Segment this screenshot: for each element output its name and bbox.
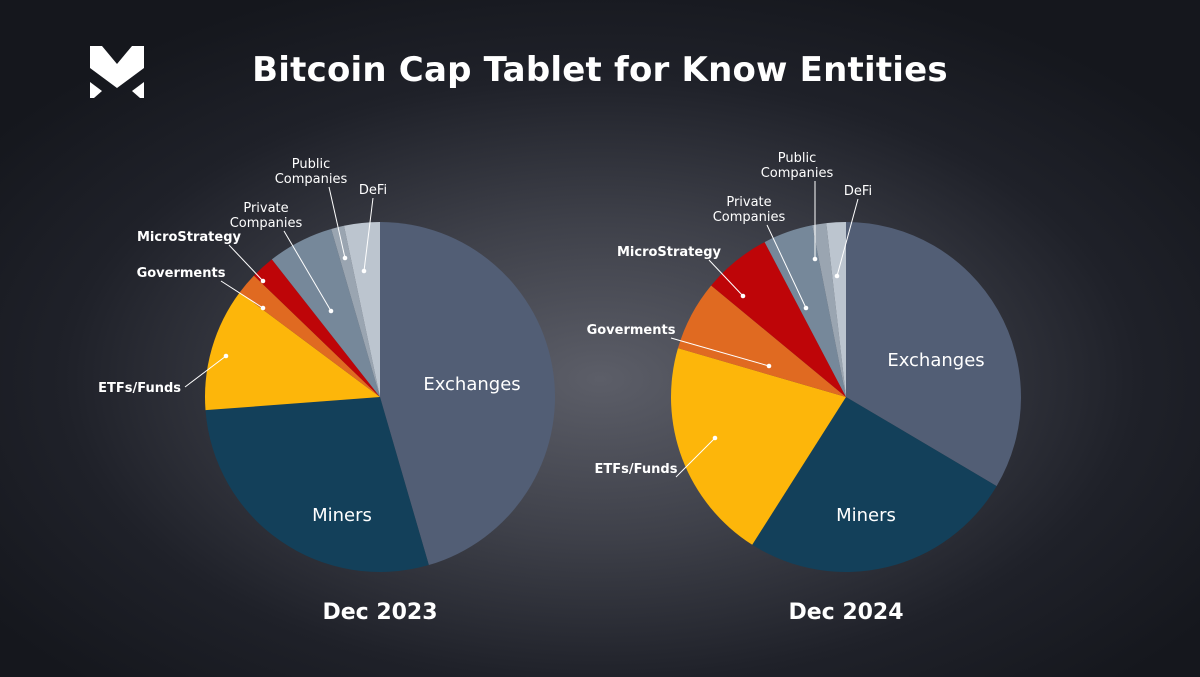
slice-etfs-funds-dec-2023 bbox=[205, 292, 380, 411]
leader-dot-public-companies-dec-2024 bbox=[812, 256, 818, 262]
callout-microstrategy-dec-2023: MicroStrategy bbox=[137, 230, 242, 245]
label-exchanges-dec-2023: Exchanges bbox=[423, 374, 520, 395]
page-title: Bitcoin Cap Tablet for Know Entities bbox=[252, 50, 948, 90]
leader-dot-microstrategy-dec-2024 bbox=[740, 293, 746, 299]
slice-exchanges-dec-2023 bbox=[380, 222, 555, 566]
leader-line-public-companies-dec-2023 bbox=[328, 186, 346, 259]
slice-private-companies-dec-2023 bbox=[271, 228, 380, 397]
slice-public-companies-dec-2024 bbox=[812, 223, 846, 397]
slice-goverments-dec-2023 bbox=[239, 275, 380, 397]
leader-dot-public-companies-dec-2023 bbox=[342, 255, 348, 261]
leader-line-private-companies-dec-2023 bbox=[283, 230, 332, 312]
callout-private-companies-dec-2023: Private Companies bbox=[230, 201, 303, 231]
slice-private-companies-dec-2024 bbox=[764, 225, 846, 397]
callout-etfs-funds-dec-2024: ETFs/Funds bbox=[595, 462, 678, 477]
callout-defi-dec-2023: DeFi bbox=[359, 183, 387, 198]
callout-goverments-dec-2023: Goverments bbox=[137, 266, 226, 281]
leader-line-etfs-funds-dec-2024 bbox=[675, 437, 716, 478]
slice-microstrategy-dec-2024 bbox=[711, 242, 846, 397]
callout-goverments-dec-2024: Goverments bbox=[587, 323, 676, 338]
brand-logo-icon bbox=[90, 46, 144, 98]
leader-dot-microstrategy-dec-2023 bbox=[260, 278, 266, 284]
leader-line-defi-dec-2023 bbox=[363, 197, 374, 272]
slice-miners-dec-2023 bbox=[205, 397, 429, 572]
leader-dot-goverments-dec-2023 bbox=[260, 305, 266, 311]
leader-line-private-companies-dec-2024 bbox=[766, 224, 807, 309]
leader-line-microstrategy-dec-2023 bbox=[228, 244, 264, 282]
label-miners-dec-2024: Miners bbox=[836, 505, 896, 526]
slice-exchanges-dec-2024 bbox=[846, 222, 1021, 487]
slice-miners-dec-2024 bbox=[752, 397, 997, 573]
callout-etfs-funds-dec-2023: ETFs/Funds bbox=[98, 381, 181, 396]
leader-dot-defi-dec-2024 bbox=[834, 273, 840, 279]
leader-dot-private-companies-dec-2024 bbox=[803, 305, 809, 311]
leader-line-goverments-dec-2024 bbox=[670, 337, 770, 367]
label-miners-dec-2023: Miners bbox=[312, 505, 372, 526]
pie-chart-dec-2024: Exchanges Miners ETFs/Funds Goverments Micro… bbox=[587, 151, 1021, 625]
slice-defi-dec-2023 bbox=[343, 222, 380, 397]
callout-microstrategy-dec-2024: MicroStrategy bbox=[617, 245, 722, 260]
chart-title-dec-2023: Dec 2023 bbox=[322, 600, 437, 625]
leader-dot-defi-dec-2023 bbox=[361, 268, 367, 274]
pie-chart-dec-2023: Exchanges Miners ETFs/Funds Goverments Micro… bbox=[98, 157, 555, 625]
leader-line-microstrategy-dec-2024 bbox=[708, 259, 744, 297]
callout-public-companies-dec-2024: Public Companies bbox=[761, 151, 834, 181]
label-exchanges-dec-2024: Exchanges bbox=[887, 350, 984, 371]
slice-microstrategy-dec-2023 bbox=[253, 259, 380, 397]
leader-line-etfs-funds-dec-2023 bbox=[184, 355, 227, 388]
leader-dot-goverments-dec-2024 bbox=[766, 363, 772, 369]
slice-defi-dec-2024 bbox=[826, 222, 846, 397]
chart-title-dec-2024: Dec 2024 bbox=[788, 600, 903, 625]
leader-dot-etfs-funds-dec-2024 bbox=[712, 435, 718, 441]
slice-etfs-funds-dec-2024 bbox=[671, 348, 846, 545]
leader-line-goverments-dec-2023 bbox=[220, 280, 264, 309]
leader-dot-private-companies-dec-2023 bbox=[328, 308, 334, 314]
leader-dot-etfs-funds-dec-2023 bbox=[223, 353, 229, 359]
leader-line-defi-dec-2024 bbox=[836, 198, 859, 277]
callout-private-companies-dec-2024: Private Companies bbox=[713, 195, 786, 225]
callout-defi-dec-2024: DeFi bbox=[844, 184, 872, 199]
slice-public-companies-dec-2023 bbox=[331, 225, 380, 397]
slice-goverments-dec-2024 bbox=[677, 285, 846, 397]
callout-public-companies-dec-2023: Public Companies bbox=[275, 157, 348, 187]
